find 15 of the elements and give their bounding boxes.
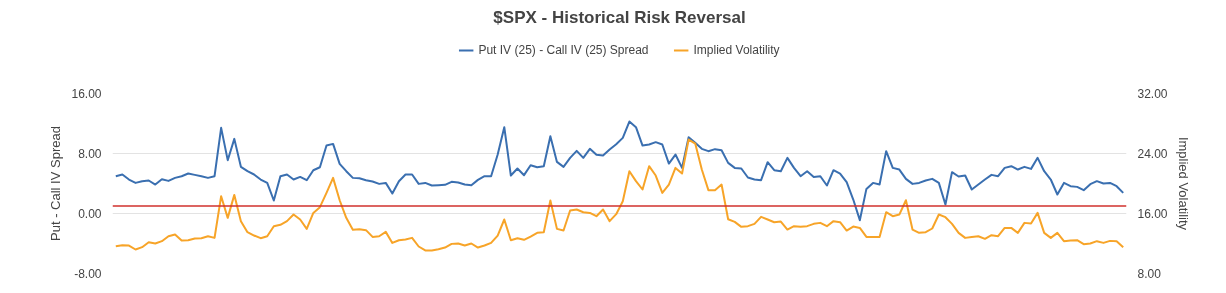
legend-label: Put IV (25) - Call IV (25) Spread — [478, 42, 649, 57]
y-tick-label: 8.00 — [78, 147, 102, 161]
y2-tick-label: 8.00 — [1137, 267, 1162, 281]
y2-tick-label: 24.00 — [1137, 147, 1168, 161]
y-tick-label: 0.00 — [78, 207, 102, 221]
y2-tick-label: 16.00 — [1137, 207, 1168, 221]
y2-tick-label: 32.00 — [1137, 87, 1168, 101]
y-tick-label: 16.00 — [71, 87, 102, 101]
y-axis-title: Put - Call IV Spread — [48, 126, 64, 241]
chart-title: $SPX - Historical Risk Reversal — [493, 7, 746, 27]
line-series — [114, 138, 1125, 252]
y2-axis-title: Implied Volatility — [1175, 136, 1191, 231]
line-series — [114, 120, 1125, 222]
legend-label: Implied Volatility — [693, 42, 780, 57]
y-tick-label: -8.00 — [74, 267, 102, 281]
